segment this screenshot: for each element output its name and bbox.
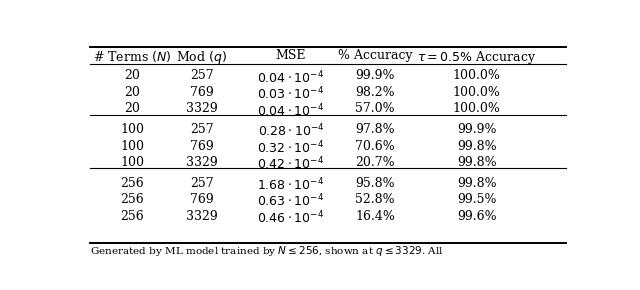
Text: 20: 20 xyxy=(124,102,140,115)
Text: 99.9%: 99.9% xyxy=(457,123,497,136)
Text: 20: 20 xyxy=(124,86,140,99)
Text: Generated by ML model trained by $N \leq 256$, shown at $q \leq 3329$. All: Generated by ML model trained by $N \leq… xyxy=(90,244,444,258)
Text: $0.46 \cdot 10^{-4}$: $0.46 \cdot 10^{-4}$ xyxy=(257,210,324,226)
Text: 257: 257 xyxy=(189,69,213,82)
Text: $0.04 \cdot 10^{-4}$: $0.04 \cdot 10^{-4}$ xyxy=(257,69,324,86)
Text: 257: 257 xyxy=(189,123,213,136)
Text: 100: 100 xyxy=(120,139,144,153)
Text: $1.68 \cdot 10^{-4}$: $1.68 \cdot 10^{-4}$ xyxy=(257,177,324,193)
Text: 100: 100 xyxy=(120,156,144,169)
Text: $0.42 \cdot 10^{-4}$: $0.42 \cdot 10^{-4}$ xyxy=(257,156,324,173)
Text: 70.6%: 70.6% xyxy=(355,139,395,153)
Text: 3329: 3329 xyxy=(186,102,218,115)
Text: $0.28 \cdot 10^{-4}$: $0.28 \cdot 10^{-4}$ xyxy=(258,123,324,139)
Text: $0.04 \cdot 10^{-4}$: $0.04 \cdot 10^{-4}$ xyxy=(257,102,324,119)
Text: 16.4%: 16.4% xyxy=(355,210,395,223)
Text: 256: 256 xyxy=(120,193,144,206)
Text: 99.8%: 99.8% xyxy=(457,139,497,153)
Text: $0.32 \cdot 10^{-4}$: $0.32 \cdot 10^{-4}$ xyxy=(257,139,324,156)
Text: 20: 20 xyxy=(124,69,140,82)
Text: 99.5%: 99.5% xyxy=(457,193,497,206)
Text: 97.8%: 97.8% xyxy=(355,123,395,136)
Text: 769: 769 xyxy=(189,139,213,153)
Text: 100.0%: 100.0% xyxy=(453,86,500,99)
Text: 99.6%: 99.6% xyxy=(457,210,497,223)
Text: 256: 256 xyxy=(120,177,144,190)
Text: 95.8%: 95.8% xyxy=(355,177,395,190)
Text: # Terms $(N)$: # Terms $(N)$ xyxy=(93,49,172,64)
Text: 99.9%: 99.9% xyxy=(355,69,395,82)
Text: 100.0%: 100.0% xyxy=(453,102,500,115)
Text: 257: 257 xyxy=(189,177,213,190)
Text: $0.03 \cdot 10^{-4}$: $0.03 \cdot 10^{-4}$ xyxy=(257,86,324,103)
Text: 99.8%: 99.8% xyxy=(457,177,497,190)
Text: 20.7%: 20.7% xyxy=(355,156,395,169)
Text: 3329: 3329 xyxy=(186,156,218,169)
Text: 3329: 3329 xyxy=(186,210,218,223)
Text: 100.0%: 100.0% xyxy=(453,69,500,82)
Text: % Accuracy: % Accuracy xyxy=(338,49,412,62)
Text: 256: 256 xyxy=(120,210,144,223)
Text: Mod $(q)$: Mod $(q)$ xyxy=(176,49,227,66)
Text: 769: 769 xyxy=(189,86,213,99)
Text: $\tau = 0.5\%$ Accuracy: $\tau = 0.5\%$ Accuracy xyxy=(417,49,536,66)
Text: 769: 769 xyxy=(189,193,213,206)
Text: MSE: MSE xyxy=(276,49,306,62)
Text: 98.2%: 98.2% xyxy=(355,86,395,99)
Text: 100: 100 xyxy=(120,123,144,136)
Text: $0.63 \cdot 10^{-4}$: $0.63 \cdot 10^{-4}$ xyxy=(257,193,324,210)
Text: 52.8%: 52.8% xyxy=(355,193,395,206)
Text: 57.0%: 57.0% xyxy=(355,102,395,115)
Text: 99.8%: 99.8% xyxy=(457,156,497,169)
